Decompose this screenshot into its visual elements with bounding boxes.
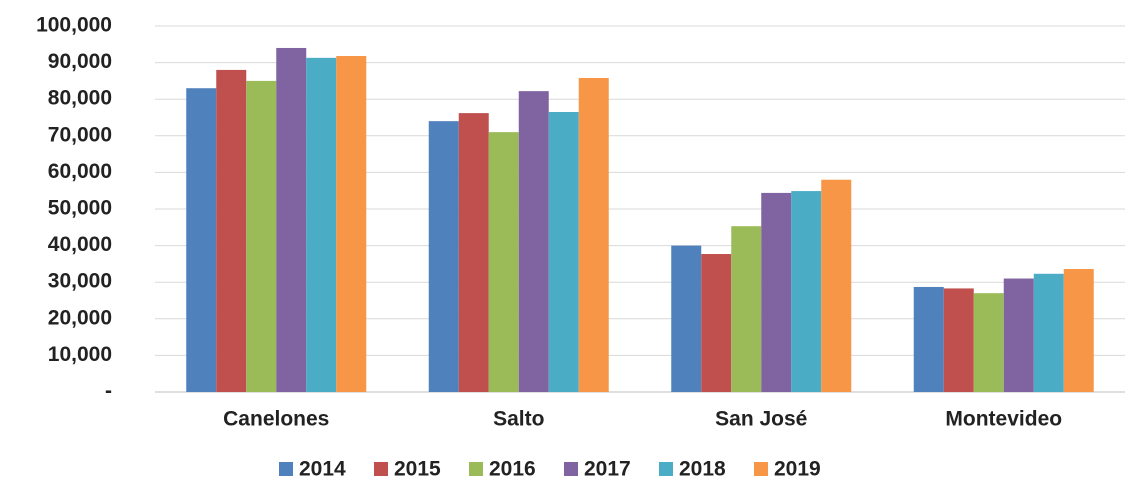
bar: [1033, 273, 1064, 392]
bar: [186, 88, 217, 392]
y-tick-label: 100,000: [36, 14, 112, 37]
y-tick-label: 80,000: [48, 87, 112, 110]
bar: [246, 80, 277, 393]
legend-swatch: [659, 462, 673, 476]
y-tick-label: 50,000: [48, 197, 112, 220]
y-tick-label: 10,000: [48, 343, 112, 366]
bar: [488, 132, 519, 392]
x-tick-label: Canelones: [223, 408, 329, 431]
bar: [276, 47, 307, 393]
y-tick-label: 60,000: [48, 160, 112, 183]
bar: [548, 112, 579, 392]
legend-label: 2016: [489, 458, 536, 481]
x-tick-label: Salto: [493, 408, 544, 431]
y-tick-label: -: [105, 380, 112, 403]
legend-label: 2018: [679, 458, 726, 481]
legend-label: 2019: [774, 458, 821, 481]
legend-swatch: [469, 462, 483, 476]
bar: [428, 121, 459, 392]
legend-swatch: [564, 462, 578, 476]
bar: [821, 179, 852, 392]
y-tick-label: 40,000: [48, 233, 112, 256]
legend-label: 2017: [584, 458, 631, 481]
bar: [701, 254, 732, 392]
legend-label: 2015: [394, 458, 441, 481]
bar: [216, 69, 247, 393]
legend-swatch: [754, 462, 768, 476]
x-tick-label: San José: [715, 408, 807, 431]
bar: [943, 288, 974, 392]
legend-label: 2014: [299, 458, 346, 481]
legend-swatch: [279, 462, 293, 476]
bar: [578, 77, 609, 393]
bar: [518, 91, 549, 392]
legend-swatch: [374, 462, 388, 476]
bar: [306, 57, 337, 392]
x-tick-label: Montevideo: [945, 408, 1062, 431]
bar: [458, 113, 489, 392]
bar: [1003, 278, 1034, 392]
y-tick-label: 90,000: [48, 50, 112, 73]
y-tick-label: 70,000: [48, 123, 112, 146]
y-tick-label: 20,000: [48, 306, 112, 329]
bar: [913, 286, 944, 392]
bar: [973, 293, 1004, 392]
y-tick-label: 30,000: [48, 270, 112, 293]
bar: [671, 245, 702, 392]
bar: [731, 226, 762, 392]
bar: [1063, 269, 1094, 392]
bar: [336, 56, 367, 393]
bar: [791, 191, 822, 392]
bar: [761, 192, 792, 392]
